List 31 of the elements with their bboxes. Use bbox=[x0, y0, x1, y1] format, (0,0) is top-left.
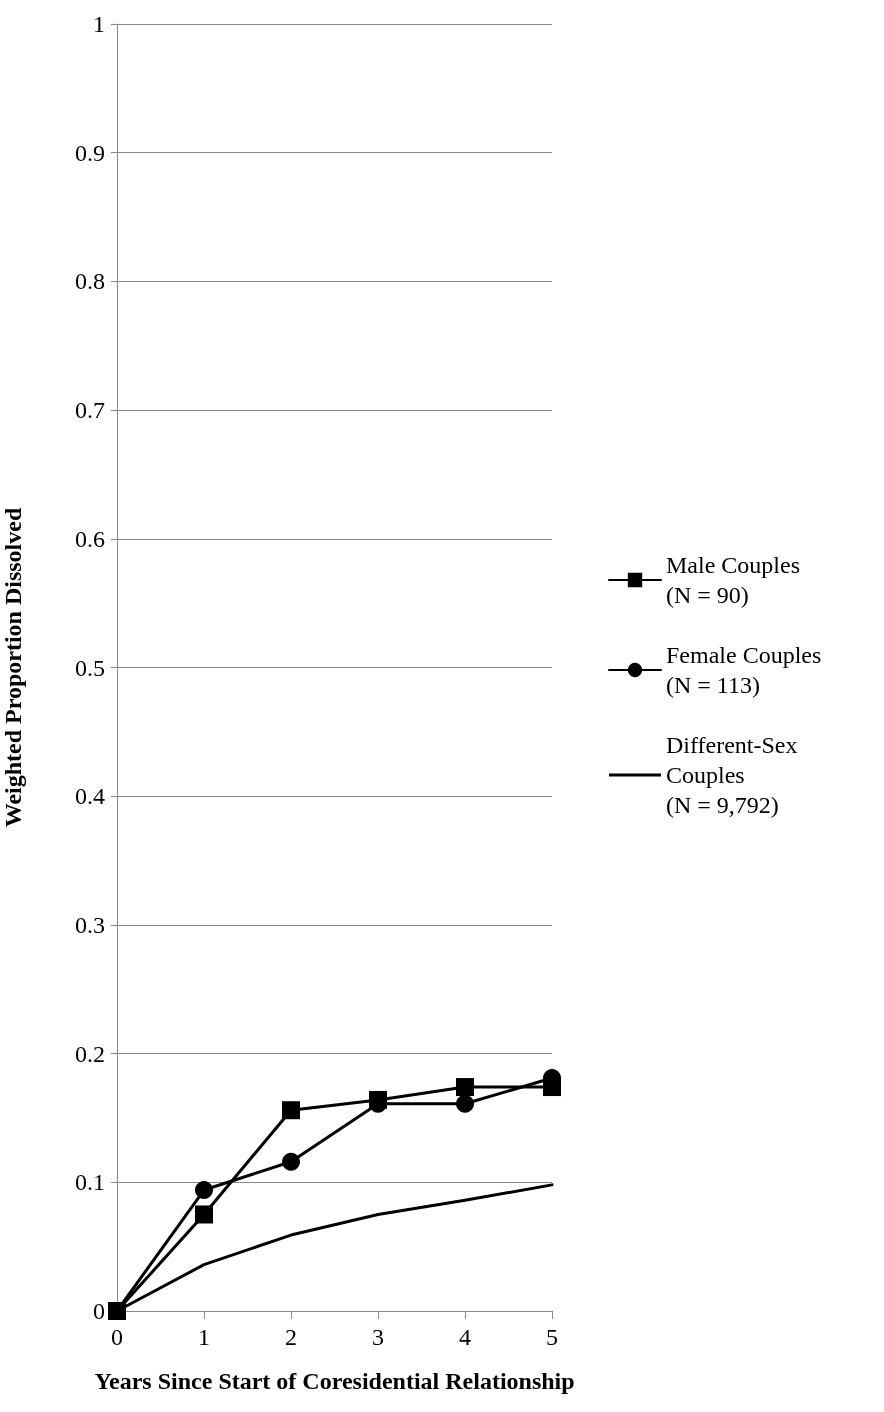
point bbox=[282, 1152, 300, 1171]
y-tick-label: 0.3 bbox=[75, 911, 105, 938]
x-tick-label: 0 bbox=[111, 1324, 123, 1350]
x-tick-label: 5 bbox=[546, 1324, 558, 1350]
point bbox=[543, 1078, 561, 1097]
legend-label: Different-Sex Couples (N = 9,792) bbox=[666, 732, 804, 818]
point bbox=[369, 1090, 387, 1109]
y-tick-label: 1 bbox=[93, 11, 105, 37]
x-tick-label: 3 bbox=[372, 1324, 384, 1350]
point bbox=[108, 1302, 126, 1320]
point bbox=[282, 1101, 300, 1120]
legend-label: Male Couples (N = 90) bbox=[666, 552, 800, 608]
y-tick-label: 0.6 bbox=[75, 525, 105, 552]
y-tick-label: 0.4 bbox=[75, 783, 105, 810]
x-axis-title: Years Since Start of Coresidential Relationship bbox=[94, 1368, 575, 1394]
x-tick-label: 2 bbox=[285, 1324, 297, 1350]
x-tick-label: 4 bbox=[459, 1324, 471, 1350]
y-tick-label: 0.5 bbox=[75, 654, 105, 681]
point bbox=[456, 1078, 474, 1097]
point bbox=[456, 1094, 474, 1113]
legend-label: Female Couples (N = 113) bbox=[666, 642, 822, 698]
y-axis-title: Weighted Proportion Dissolved bbox=[0, 507, 26, 828]
y-tick-label: 0.8 bbox=[75, 268, 105, 295]
y-tick-label: 0.9 bbox=[75, 139, 105, 166]
x-tick-label: 1 bbox=[198, 1324, 210, 1350]
point bbox=[195, 1205, 213, 1224]
y-tick-label: 0 bbox=[93, 1298, 105, 1324]
point bbox=[195, 1181, 213, 1200]
y-tick-label: 0.2 bbox=[75, 1040, 105, 1067]
y-tick-label: 0.7 bbox=[75, 397, 105, 424]
y-tick-label: 0.1 bbox=[75, 1169, 105, 1196]
